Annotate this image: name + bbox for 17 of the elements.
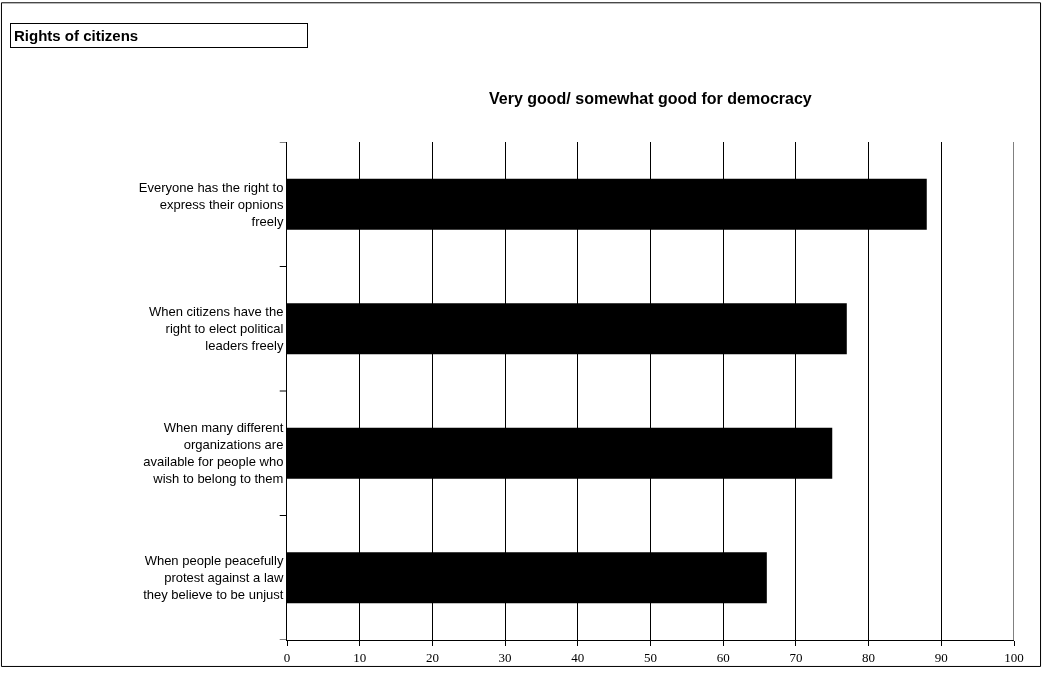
chart-subtitle: Very good/ somewhat good for democracy: [489, 90, 812, 107]
y-tick-label: When many different organizations are available for people who wish to belong to them: [143, 420, 284, 487]
x-tick-label: 100: [1004, 649, 1024, 665]
x-tick-label: 30: [498, 649, 512, 665]
x-tick-label: 10: [353, 649, 367, 665]
y-tick-label: Everyone has the right to express their opnions freely: [138, 179, 284, 229]
x-tick-label: 60: [716, 649, 730, 665]
x-tick-label: 80: [862, 649, 876, 665]
x-tick-label: 0: [283, 649, 291, 665]
x-tick-label: 90: [934, 649, 948, 665]
x-tick-label: 50: [644, 649, 657, 665]
x-tick-label: 70: [789, 649, 803, 665]
y-tick-label: When people peacefully protest against a law they believe to be unjust: [143, 553, 285, 603]
text: Rights of citizens: [14, 27, 139, 44]
x-tick-label: 20: [425, 649, 439, 665]
y-tick-label: When citizens have the right to elect political leaders freely: [148, 304, 284, 354]
x-tick-label: 40: [571, 649, 585, 665]
